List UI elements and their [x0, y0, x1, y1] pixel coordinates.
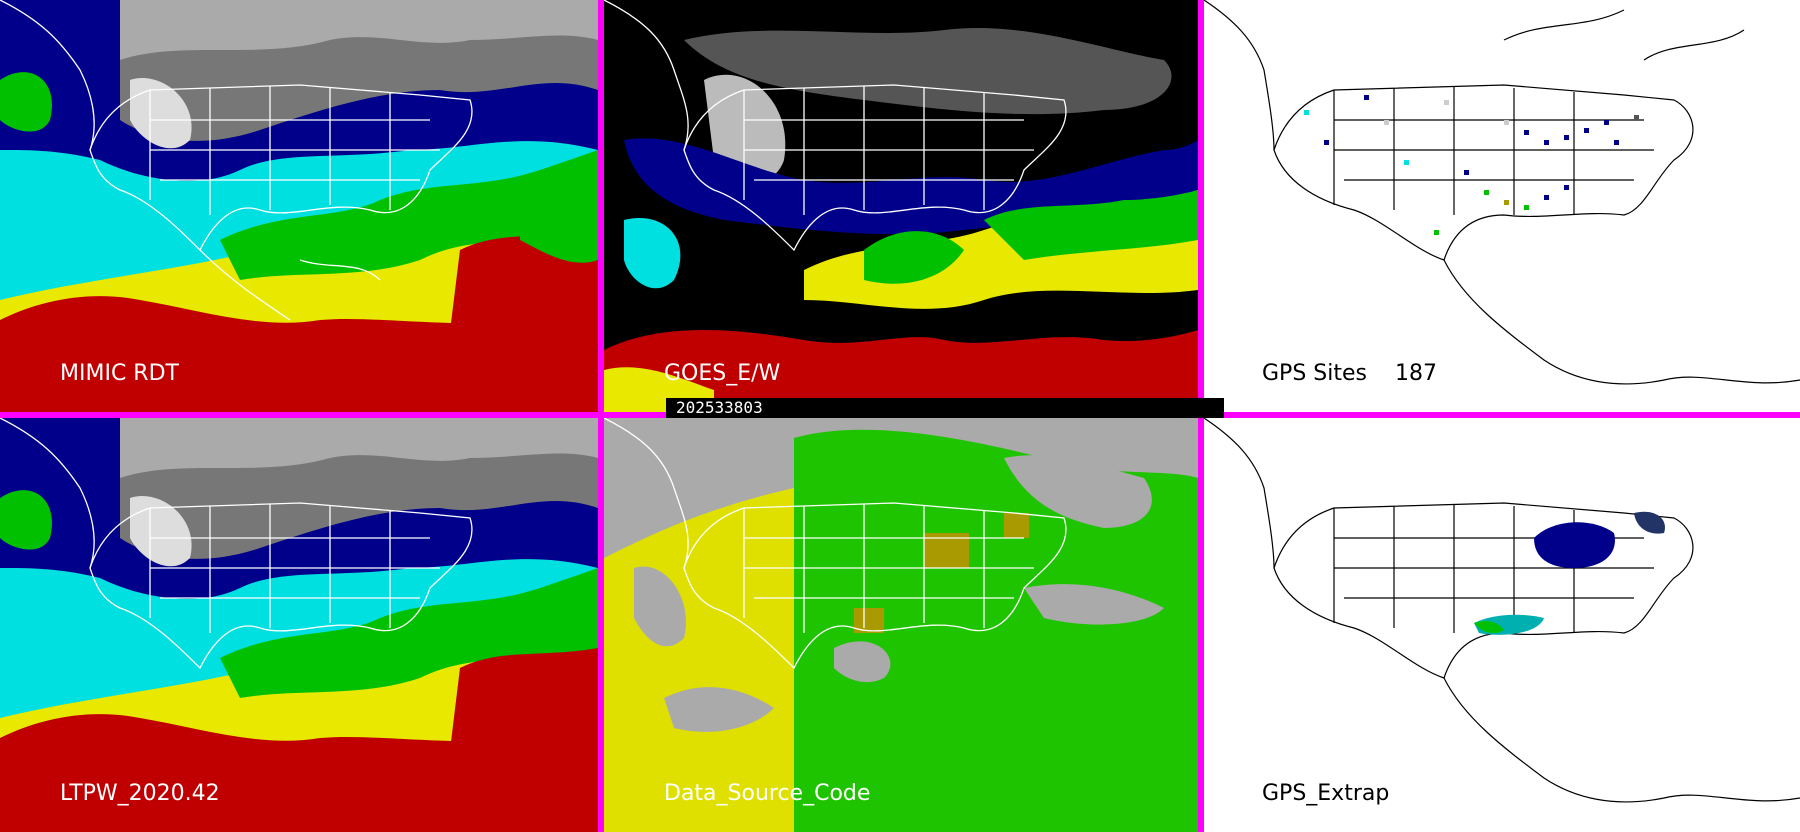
gps-sites-panel: GPS Sites 187 — [1204, 0, 1800, 412]
gps-site-markers — [1304, 95, 1639, 235]
panel-label-gps-extrap: GPS_Extrap — [1262, 781, 1390, 806]
goes-panel: GOES_E/W — [604, 0, 1198, 412]
panel-label-data-source: Data_Source_Code — [664, 781, 871, 806]
timestamp-text: 202533803 — [676, 398, 763, 417]
panel-label-goes: GOES_E/W — [664, 361, 781, 386]
panel-label-gps-sites: GPS Sites 187 — [1262, 361, 1437, 386]
mimic-tpw-panel: MIMIC RDT — [0, 0, 598, 412]
gps-extrap-map — [1204, 418, 1800, 832]
gps-extrap-panel: GPS_Extrap — [1204, 418, 1800, 832]
data-source-panel: Data_Source_Code — [604, 418, 1198, 832]
data-source-map — [604, 418, 1198, 832]
panel-label-mimic: MIMIC RDT — [60, 361, 179, 386]
ltpw-map — [0, 418, 598, 832]
panel-label-ltpw: LTPW_2020.42 — [60, 781, 220, 806]
ltpw-panel: LTPW_2020.42 — [0, 418, 598, 832]
mimic-tpw-map — [0, 0, 598, 412]
goes-map — [604, 0, 1198, 412]
gps-sites-map — [1204, 0, 1800, 412]
timestamp-bar: 202533803 — [666, 398, 1224, 418]
gps-sites-count: 187 — [1394, 361, 1437, 386]
gps-sites-label: GPS Sites — [1262, 361, 1367, 386]
